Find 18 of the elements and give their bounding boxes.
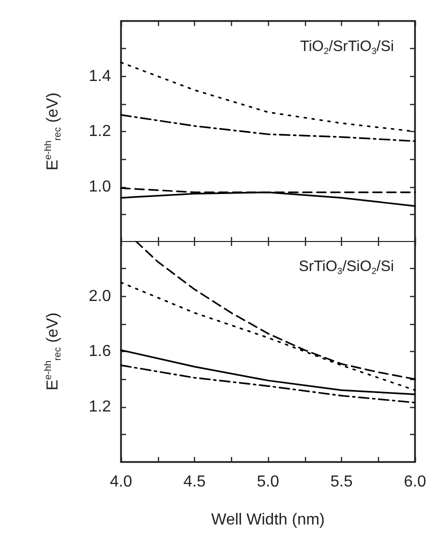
y-tick-label: 2.0 [88, 288, 112, 305]
line-series [120, 114, 416, 142]
y-tick-label: 1.2 [88, 398, 112, 416]
x-tick-label: 5.0 [256, 474, 280, 490]
x-tick-label: 4.0 [110, 474, 132, 490]
y-axis-title: Ee-hhrec (eV) [42, 92, 64, 170]
line-series [120, 349, 416, 396]
y-tick-label: 1.6 [88, 343, 112, 360]
y-tick-label: 1.2 [88, 123, 112, 140]
x-axis-title: Well Width (nm) [211, 512, 325, 528]
x-tick-label: 6.0 [404, 474, 426, 490]
x-tick-label: 5.5 [330, 474, 353, 490]
y-axis-title: Ee-hhrec (eV) [42, 312, 64, 390]
line-series [120, 191, 416, 207]
y-tick-label: 1.4 [88, 68, 112, 85]
line-series [120, 364, 416, 404]
y-tick-label: 1.0 [88, 178, 112, 196]
x-tick-label: 4.5 [183, 474, 206, 490]
